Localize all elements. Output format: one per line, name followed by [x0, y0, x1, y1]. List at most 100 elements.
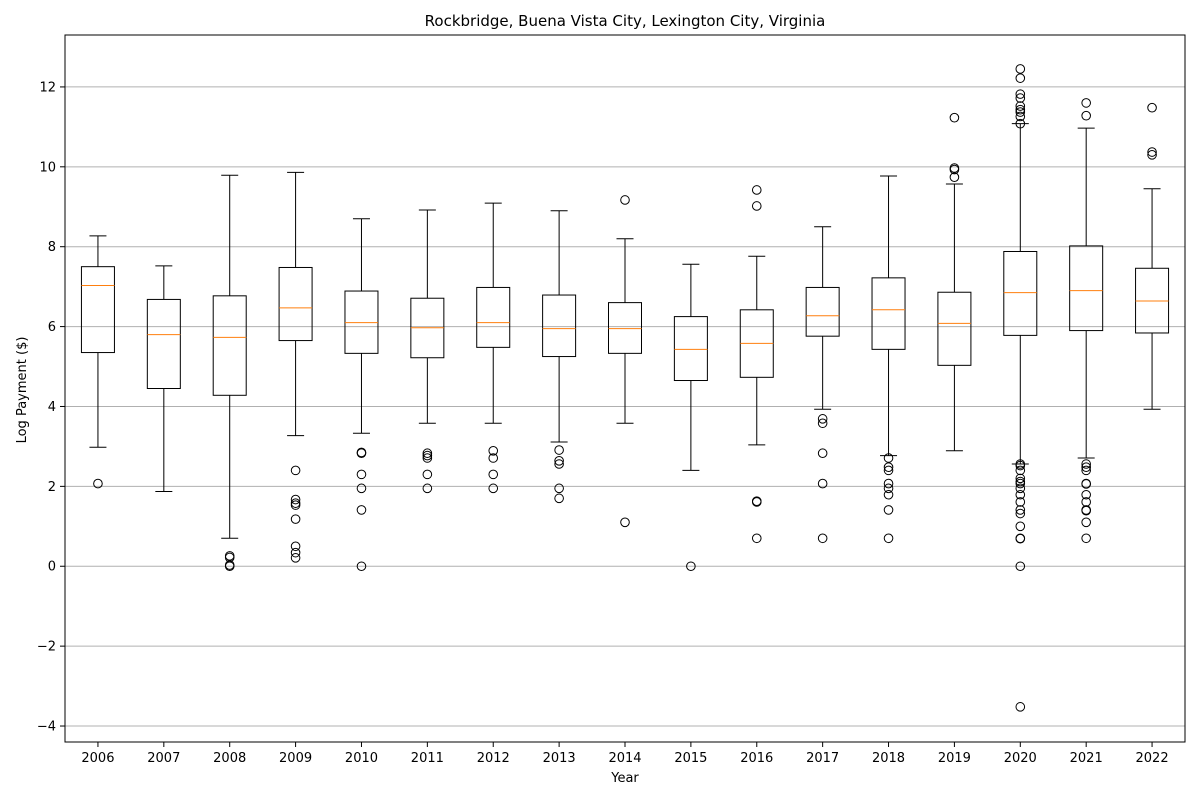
outlier-point — [883, 533, 894, 544]
y-tick-label: 2 — [48, 480, 56, 495]
outlier-point — [290, 514, 301, 524]
box-2019 — [937, 112, 972, 452]
outlier-point — [356, 505, 367, 515]
outlier-point — [751, 533, 762, 544]
x-tick-label: 2016 — [740, 751, 773, 766]
outlier-point — [290, 541, 301, 552]
outlier-point — [356, 448, 367, 459]
outlier-point — [488, 483, 499, 494]
outlier-point — [949, 164, 960, 175]
iqr-box — [278, 266, 313, 342]
outlier-point — [1081, 479, 1091, 489]
outlier-point — [1081, 462, 1091, 472]
outlier-point — [356, 561, 367, 572]
outlier-point — [290, 500, 301, 510]
x-tick-label: 2021 — [1070, 751, 1103, 766]
outlier-point — [1015, 101, 1026, 111]
outlier-point — [1015, 73, 1026, 83]
box-2010 — [344, 218, 379, 572]
outlier-point — [1081, 505, 1091, 516]
outlier-point — [1081, 533, 1091, 544]
y-tick-label: 6 — [48, 320, 56, 335]
y-axis: −4 −2 0 2 4 6 8 10 12 — [37, 80, 65, 735]
iqr-box — [608, 302, 642, 354]
outlier-point — [554, 445, 564, 455]
x-tick-label: 2006 — [81, 751, 114, 766]
outlier-point — [620, 517, 630, 528]
x-tick-label: 2018 — [872, 751, 905, 766]
outlier-point — [1015, 465, 1026, 476]
outlier-point — [488, 469, 499, 480]
box-2007 — [146, 265, 181, 493]
outlier-point — [751, 201, 762, 211]
iqr-box — [1003, 250, 1038, 336]
outlier-point — [554, 459, 564, 469]
outlier-point — [422, 448, 433, 459]
outlier-point — [817, 418, 828, 429]
box-2013 — [542, 210, 577, 504]
iqr-box — [476, 286, 511, 348]
outlier-point — [224, 561, 235, 572]
iqr-box — [871, 277, 906, 350]
box-2016 — [739, 185, 774, 544]
outlier-point — [817, 448, 828, 459]
outlier-point — [1081, 110, 1091, 121]
outlier-point — [1015, 483, 1026, 494]
outlier-point — [620, 195, 630, 205]
outlier-point — [422, 450, 433, 461]
outlier-point — [488, 453, 499, 463]
chart-title: Rockbridge, Buena Vista City, Lexington … — [425, 12, 826, 30]
box-2020 — [1003, 64, 1038, 712]
outlier-point — [1015, 111, 1026, 122]
box-2014 — [608, 195, 642, 528]
outlier-point — [883, 489, 894, 500]
x-tick-label: 2009 — [279, 751, 312, 766]
outlier-point — [817, 478, 828, 489]
outlier-point — [290, 547, 301, 558]
x-tick-label: 2020 — [1004, 751, 1037, 766]
x-tick-label: 2011 — [411, 751, 444, 766]
box-2015 — [673, 263, 708, 572]
x-tick-label: 2022 — [1136, 751, 1169, 766]
outlier-point — [422, 453, 433, 463]
y-axis-label: Log Payment ($) — [15, 337, 30, 444]
outlier-point — [949, 112, 960, 123]
plot-frame — [64, 34, 1186, 743]
outlier-point — [290, 553, 301, 563]
iqr-box — [805, 286, 840, 337]
y-tick-label: 10 — [39, 160, 56, 175]
outlier-point — [488, 446, 499, 456]
outlier-point — [1015, 107, 1026, 117]
outlier-point — [1015, 64, 1026, 74]
box-2011 — [410, 209, 445, 494]
outlier-point — [1081, 517, 1091, 528]
iqr-box — [673, 316, 708, 382]
box-2009 — [278, 171, 313, 563]
box-2022 — [1135, 102, 1170, 410]
outlier-point — [1081, 98, 1091, 108]
box-2021 — [1069, 98, 1104, 544]
outlier-point — [1015, 508, 1026, 519]
outlier-point — [817, 533, 828, 544]
y-tick-label: 0 — [48, 560, 56, 575]
x-tick-label: 2015 — [674, 751, 707, 766]
outlier-point — [356, 483, 367, 494]
x-axis-label: Year — [610, 771, 639, 786]
outlier-point — [554, 455, 564, 466]
outlier-point — [883, 462, 894, 472]
outlier-point — [1147, 102, 1157, 113]
outlier-point — [356, 469, 367, 480]
outlier-point — [422, 483, 433, 494]
outlier-point — [1081, 465, 1091, 476]
outlier-point — [554, 493, 564, 504]
iqr-box — [542, 294, 577, 358]
iqr-box — [1069, 245, 1104, 332]
outlier-point — [883, 465, 894, 476]
x-tick-label: 2012 — [477, 751, 510, 766]
iqr-box — [937, 291, 972, 366]
outlier-point — [1081, 489, 1091, 500]
outlier-point — [1015, 521, 1026, 532]
boxes-group — [80, 64, 1170, 712]
x-tick-label: 2014 — [608, 751, 641, 766]
